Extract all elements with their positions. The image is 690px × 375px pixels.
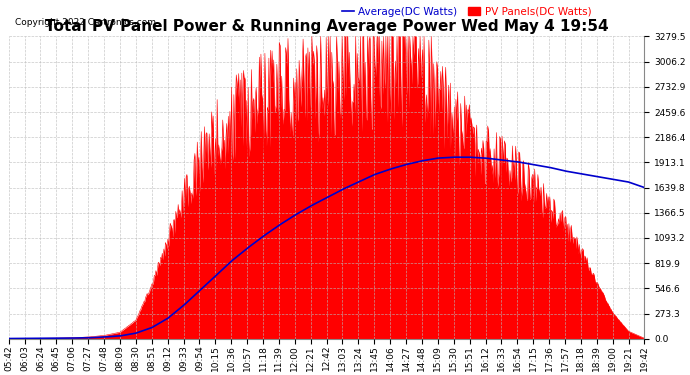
Legend: Average(DC Watts), PV Panels(DC Watts): Average(DC Watts), PV Panels(DC Watts) [337, 2, 595, 21]
Title: Total PV Panel Power & Running Average Power Wed May 4 19:54: Total PV Panel Power & Running Average P… [45, 19, 609, 34]
Text: Copyright 2022 Cartronics.com: Copyright 2022 Cartronics.com [15, 18, 156, 27]
